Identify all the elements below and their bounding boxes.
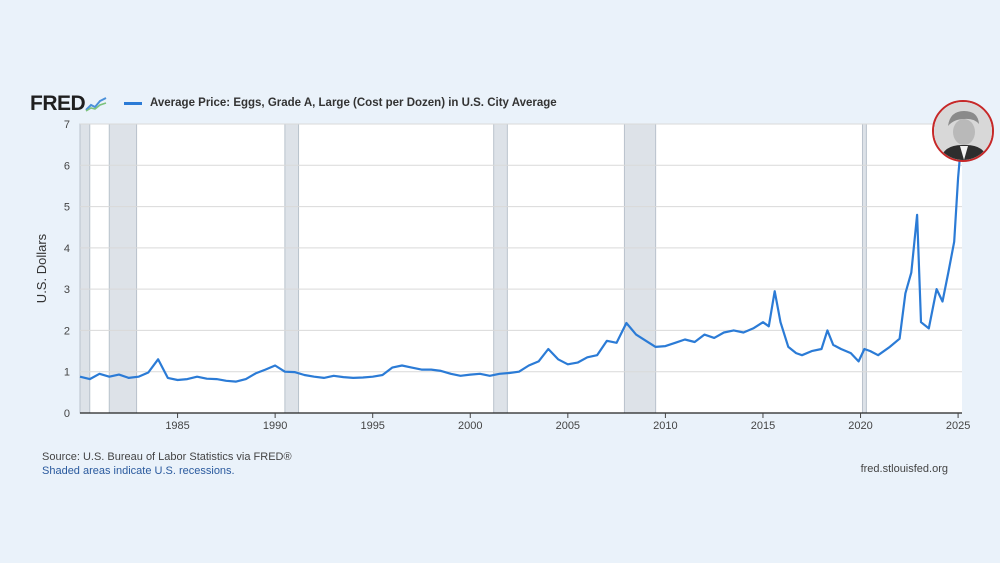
recession-band-2 [284, 123, 300, 414]
legend-label: Average Price: Eggs, Grade A, Large (Cos… [150, 97, 557, 109]
site-url[interactable]: fred.stlouisfed.org [860, 463, 948, 475]
y-tick-label-2: 2 [64, 325, 70, 337]
y-tick-label-1: 1 [64, 367, 70, 379]
y-axis-label: U.S. Dollars [34, 233, 49, 303]
plot-area [80, 124, 962, 413]
fred-logo-chart-icon [85, 97, 107, 112]
x-tick-label-1990: 1990 [263, 420, 287, 432]
recession-band-5 [861, 123, 867, 414]
x-tick-label-2005: 2005 [556, 420, 580, 432]
x-tick-label-1985: 1985 [165, 420, 189, 432]
y-tick-label-0: 0 [64, 408, 70, 420]
source-text: Source: U.S. Bureau of Labor Statistics … [42, 451, 292, 463]
x-tick-label-2015: 2015 [751, 420, 775, 432]
series-line-0 [79, 155, 962, 383]
legend-line-swatch [124, 101, 142, 105]
person-portrait-icon [934, 102, 992, 160]
recession-band-0 [79, 123, 91, 414]
y-tick-label-7: 7 [64, 119, 70, 131]
x-tick-label-2010: 2010 [653, 420, 677, 432]
source-note: Source: U.S. Bureau of Labor Statistics … [42, 450, 292, 478]
fred-logo-text: FRED [30, 92, 86, 115]
fred-logo: FRED [30, 92, 107, 116]
x-tick-label-2000: 2000 [458, 420, 482, 432]
y-tick-label-4: 4 [64, 243, 70, 255]
x-tick-label-1995: 1995 [360, 420, 384, 432]
y-tick-label-3: 3 [64, 284, 70, 296]
y-tick-label-5: 5 [64, 202, 70, 214]
recession-band-1 [108, 123, 138, 414]
recession-band-4 [623, 123, 657, 414]
chart-legend: Average Price: Eggs, Grade A, Large (Cos… [124, 97, 557, 109]
y-tick-label-6: 6 [64, 160, 70, 172]
recession-band-3 [493, 123, 508, 414]
recession-note-link[interactable]: Shaded areas indicate U.S. recessions. [42, 465, 235, 477]
portrait-avatar [932, 100, 994, 162]
x-tick-label-2020: 2020 [848, 420, 872, 432]
x-tick-label-2025: 2025 [946, 420, 970, 432]
